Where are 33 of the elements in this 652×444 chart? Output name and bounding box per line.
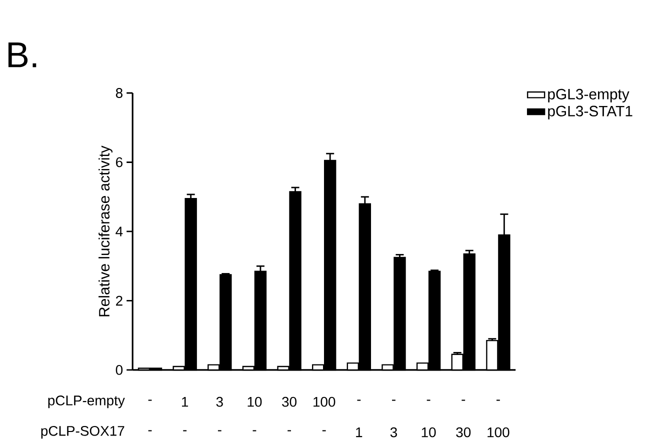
text: pCLP-empty [48,396,125,408]
y-tick-label: 8 [116,88,122,98]
x-tick-label: - [148,400,152,401]
legend-label: pGL3-empty [548,88,630,102]
text: - [288,430,291,432]
legend-label: pGL3-STAT1 [548,106,632,120]
y-tick-label: 4 [116,226,123,236]
text: 30 [456,427,471,438]
text: - [148,430,152,432]
text: - [218,430,222,432]
x-tick-label: - [462,400,466,401]
y-tick-label: 0 [116,365,123,375]
text: pCLP-SOX17 [41,426,124,439]
text: - [252,430,256,432]
text: 3 [390,427,397,438]
x-tick-label: - [426,400,430,401]
text: - [322,430,326,432]
x-tick-label: - [357,400,361,401]
y-tick-label: 2 [116,296,122,306]
y-tick-label: 6 [116,157,122,168]
text: 10 [422,427,436,438]
text: - [183,430,187,432]
chart-title: B. [8,42,36,68]
x-tick-label: 10 [248,396,262,407]
x-tick-label: 1 [182,397,188,407]
x-tick-label: 30 [282,396,296,407]
text: 1 [356,428,362,438]
x-tick-label: 100 [314,396,336,407]
y-axis-title: Relative luciferase activity [98,146,112,316]
text: 100 [488,427,510,438]
x-tick-label: - [496,400,500,401]
x-tick-label: - [392,400,396,401]
x-tick-label: 3 [216,396,223,407]
